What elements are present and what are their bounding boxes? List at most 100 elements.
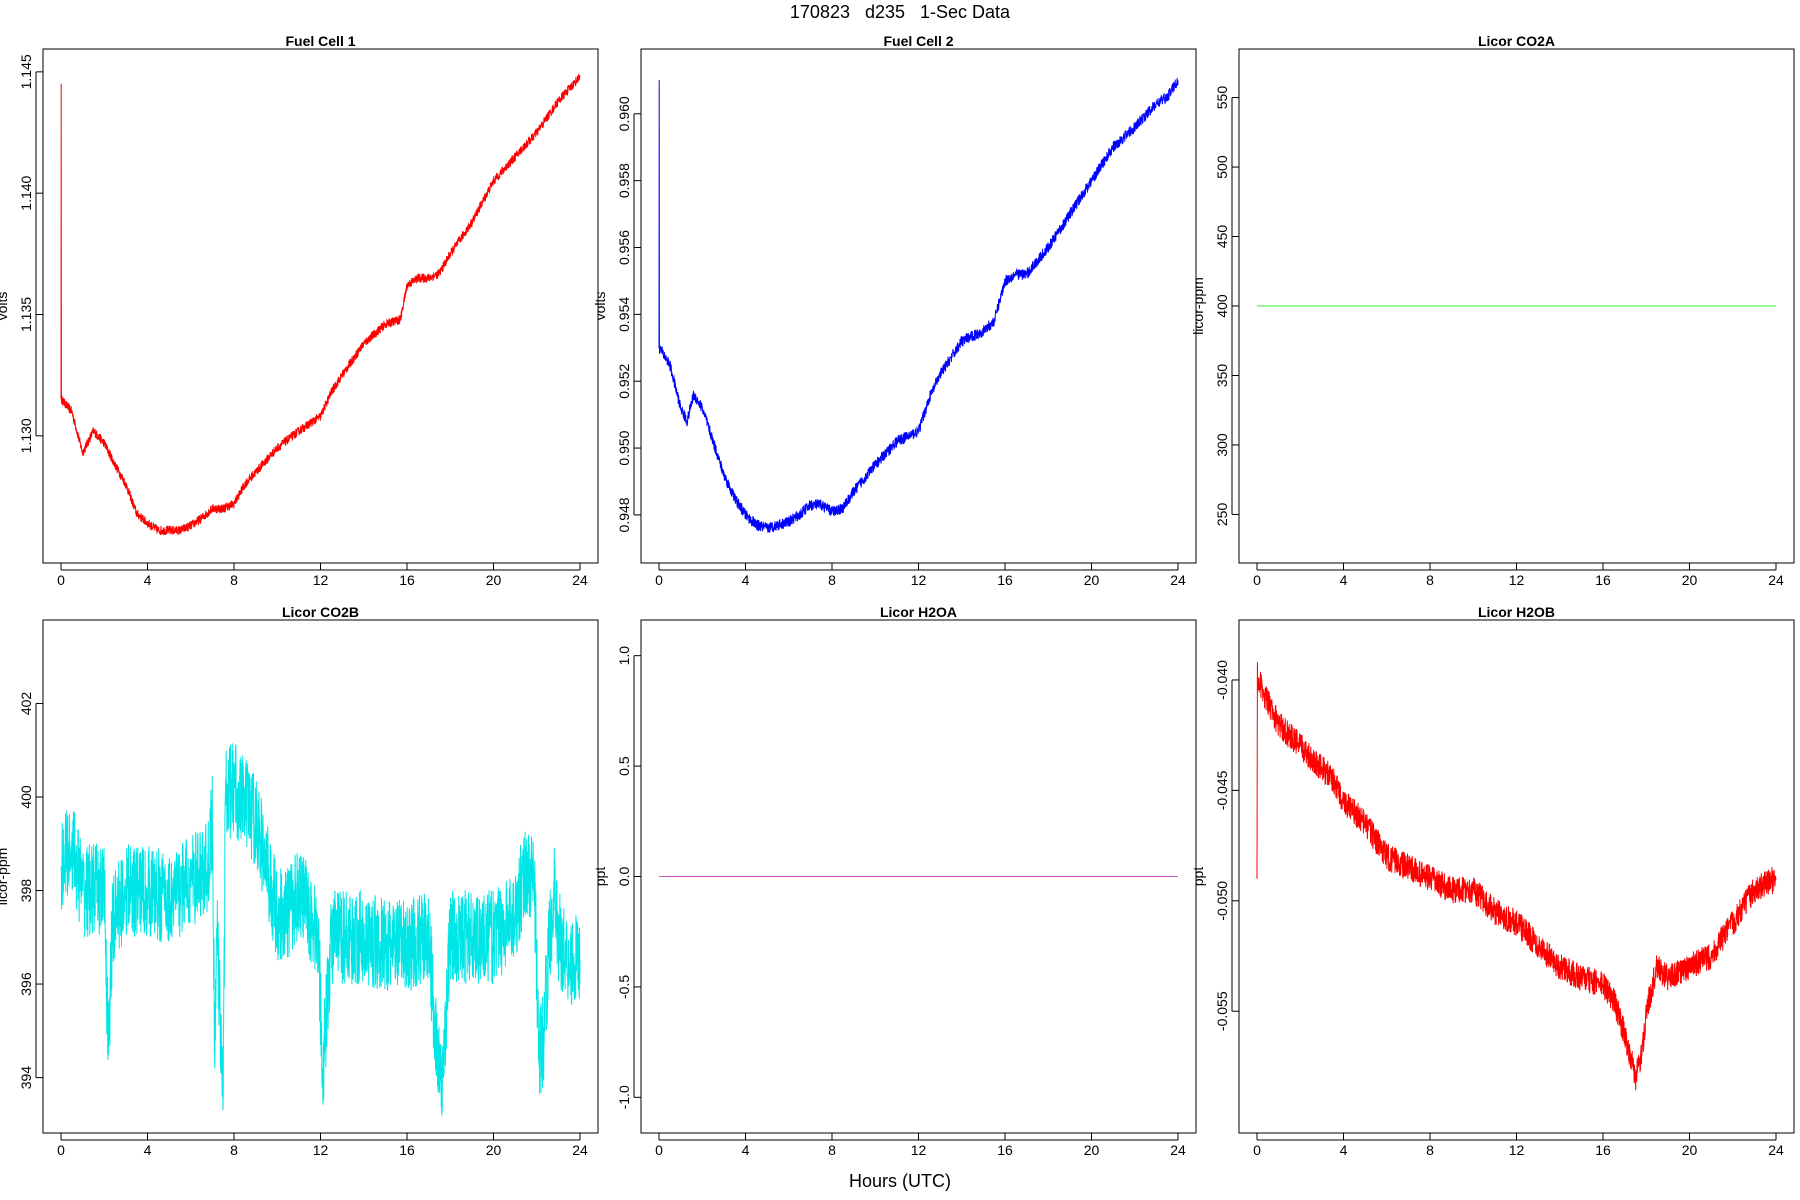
series-line <box>1256 661 1777 1091</box>
panel-2: Fuel Cell 2 volts 0 4 8 12 16 20 24 0.948 0.950 0.9… <box>592 33 1197 588</box>
series-line <box>658 77 1179 533</box>
series-line <box>60 73 581 536</box>
y-tick-label: 1.140 <box>18 175 34 210</box>
x-tick-label: 4 <box>1340 572 1348 588</box>
y-tick-label: -0.045 <box>1214 770 1230 810</box>
x-tick-label: 16 <box>399 1142 415 1158</box>
x-tick-label: 20 <box>1682 1142 1698 1158</box>
y-tick-label: 550 <box>1214 86 1230 110</box>
x-tick-label: 12 <box>911 1142 927 1158</box>
x-tick-label: 8 <box>828 1142 836 1158</box>
y-tick-label: 394 <box>18 1066 34 1090</box>
x-tick-label: 8 <box>230 1142 238 1158</box>
y-axis-label: volts <box>592 292 608 321</box>
y-tick-label: 300 <box>1214 433 1230 457</box>
x-tick-label: 16 <box>997 1142 1013 1158</box>
x-tick-label: 16 <box>997 572 1013 588</box>
x-tick-label: 20 <box>1084 1142 1100 1158</box>
y-tick-label: 250 <box>1214 503 1230 527</box>
panel-title: Licor H2OB <box>1478 604 1555 620</box>
x-tick-label: 12 <box>313 572 329 588</box>
x-tick-label: 8 <box>1426 1142 1434 1158</box>
x-tick-label: 16 <box>399 572 415 588</box>
x-tick-label: 20 <box>486 572 502 588</box>
x-tick-label: 24 <box>1768 1142 1784 1158</box>
y-tick-label: 400 <box>1214 294 1230 318</box>
plot-frame <box>1238 619 1795 1134</box>
x-tick-label: 12 <box>1509 572 1525 588</box>
x-tick-label: 8 <box>1426 572 1434 588</box>
y-tick-label: 1.0 <box>616 646 632 666</box>
y-tick-label: -1.0 <box>616 1085 632 1109</box>
y-tick-label: 396 <box>18 972 34 996</box>
x-tick-label: 0 <box>655 572 663 588</box>
panel-title: Licor H2OA <box>880 604 957 620</box>
y-tick-label: 0.948 <box>616 497 632 532</box>
x-tick-label: 24 <box>1768 572 1784 588</box>
panel-4: Licor CO2B licor-ppm 0 4 8 12 16 20 24 394 396 398 4… <box>0 604 599 1158</box>
x-tick-label: 16 <box>1595 1142 1611 1158</box>
y-tick-label: 1.130 <box>18 418 34 453</box>
y-tick-label: 0.960 <box>616 96 632 131</box>
y-tick-label: 0.950 <box>616 430 632 465</box>
panel-title: Fuel Cell 2 <box>883 33 953 49</box>
y-tick-label: 350 <box>1214 364 1230 388</box>
y-axis-label: licor-ppm <box>0 848 10 906</box>
y-tick-label: 400 <box>18 785 34 809</box>
x-tick-label: 20 <box>486 1142 502 1158</box>
x-tick-label: 4 <box>144 572 152 588</box>
panel-title: Licor CO2A <box>1478 33 1555 49</box>
plot-frame <box>640 48 1197 564</box>
x-tick-label: 24 <box>572 1142 588 1158</box>
x-tick-label: 0 <box>57 572 65 588</box>
x-tick-label: 4 <box>1340 1142 1348 1158</box>
panel-1: Fuel Cell 1 volts 0 4 8 12 16 20 24 1.130 1.135 1.1… <box>0 33 599 588</box>
y-tick-label: -0.055 <box>1214 991 1230 1031</box>
y-axis-label: licor-ppm <box>1190 277 1206 335</box>
panel-6: Licor H2OB ppt 0 4 8 12 16 20 24 -0.055 -0.050 -0.0… <box>1190 604 1795 1158</box>
y-tick-label: 500 <box>1214 155 1230 179</box>
y-tick-label: 402 <box>18 692 34 716</box>
y-tick-label: -0.040 <box>1214 660 1230 700</box>
y-axis-label: ppt <box>1190 867 1206 887</box>
y-axis-label: volts <box>0 292 10 321</box>
y-tick-label: 1.145 <box>18 54 34 89</box>
x-tick-label: 12 <box>911 572 927 588</box>
x-tick-label: 0 <box>655 1142 663 1158</box>
y-tick-label: -0.5 <box>616 975 632 999</box>
x-tick-label: 8 <box>828 572 836 588</box>
y-tick-label: 0.5 <box>616 756 632 776</box>
y-tick-label: 450 <box>1214 225 1230 249</box>
x-tick-label: 12 <box>313 1142 329 1158</box>
x-tick-label: 8 <box>230 572 238 588</box>
panel-title: Fuel Cell 1 <box>285 33 355 49</box>
x-tick-label: 0 <box>1253 572 1261 588</box>
x-tick-label: 24 <box>572 572 588 588</box>
panel-3: Licor CO2A licor-ppm 0 4 8 12 16 20 24 250 300 350 4… <box>1190 33 1795 588</box>
x-tick-label: 20 <box>1682 572 1698 588</box>
x-tick-label: 24 <box>1170 572 1186 588</box>
x-tick-label: 12 <box>1509 1142 1525 1158</box>
y-tick-label: 398 <box>18 879 34 903</box>
x-tick-label: 4 <box>742 572 750 588</box>
panel-5: Licor H2OA ppt 0 4 8 12 16 20 24 -1.0 -0.5 0.0 0.5 1.… <box>592 604 1197 1158</box>
x-tick-label: 0 <box>57 1142 65 1158</box>
y-tick-label: 1.135 <box>18 297 34 332</box>
x-axis-caption: Hours (UTC) <box>849 1171 951 1191</box>
x-tick-label: 24 <box>1170 1142 1186 1158</box>
x-tick-label: 20 <box>1084 572 1100 588</box>
page-title: 170823 d235 1-Sec Data <box>789 2 1011 22</box>
y-tick-label: 0.952 <box>616 363 632 398</box>
x-tick-label: 4 <box>144 1142 152 1158</box>
y-axis-label: ppt <box>592 867 608 887</box>
x-tick-label: 0 <box>1253 1142 1261 1158</box>
x-tick-label: 4 <box>742 1142 750 1158</box>
y-tick-label: 0.956 <box>616 230 632 265</box>
x-tick-label: 16 <box>1595 572 1611 588</box>
y-tick-label: 0.954 <box>616 297 632 332</box>
series-line <box>60 743 581 1116</box>
y-tick-label: 0.0 <box>616 867 632 887</box>
y-tick-label: 0.958 <box>616 163 632 198</box>
y-tick-label: -0.050 <box>1214 881 1230 921</box>
